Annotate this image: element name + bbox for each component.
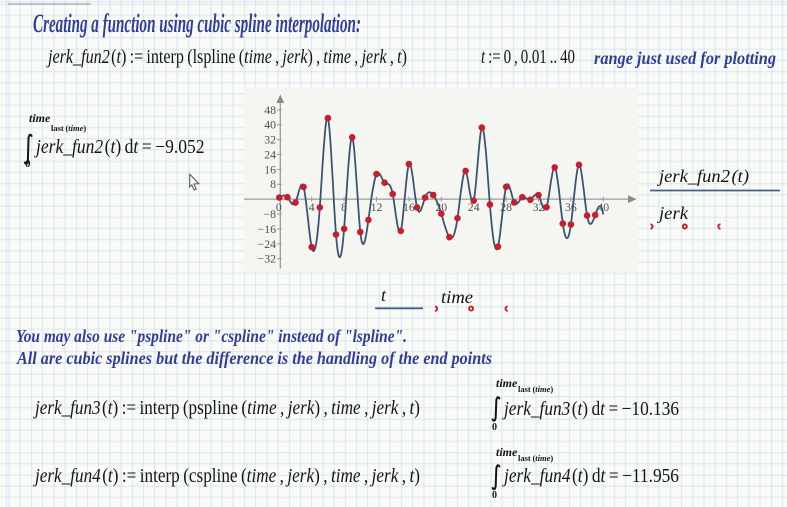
svg-text:16: 16 [403, 200, 415, 214]
svg-text:32: 32 [533, 200, 545, 214]
svg-text:4: 4 [309, 200, 315, 214]
svg-text:24: 24 [264, 147, 276, 161]
svg-text:20: 20 [435, 200, 447, 214]
svg-text:24: 24 [468, 200, 480, 214]
svg-text:36: 36 [565, 200, 577, 214]
svg-text:−32: −32 [258, 252, 277, 266]
svg-text:40: 40 [264, 118, 276, 132]
svg-text:8: 8 [270, 177, 276, 191]
svg-text:28: 28 [500, 200, 512, 214]
svg-text:40: 40 [597, 200, 609, 214]
svg-text:32: 32 [264, 133, 276, 147]
svg-text:8: 8 [341, 200, 347, 214]
svg-text:−16: −16 [258, 222, 277, 236]
svg-text:−8: −8 [263, 207, 276, 221]
svg-text:0: 0 [276, 200, 282, 214]
svg-text:−24: −24 [258, 237, 277, 251]
svg-text:12: 12 [371, 200, 383, 214]
svg-text:16: 16 [264, 162, 276, 176]
svg-text:48: 48 [264, 103, 276, 117]
